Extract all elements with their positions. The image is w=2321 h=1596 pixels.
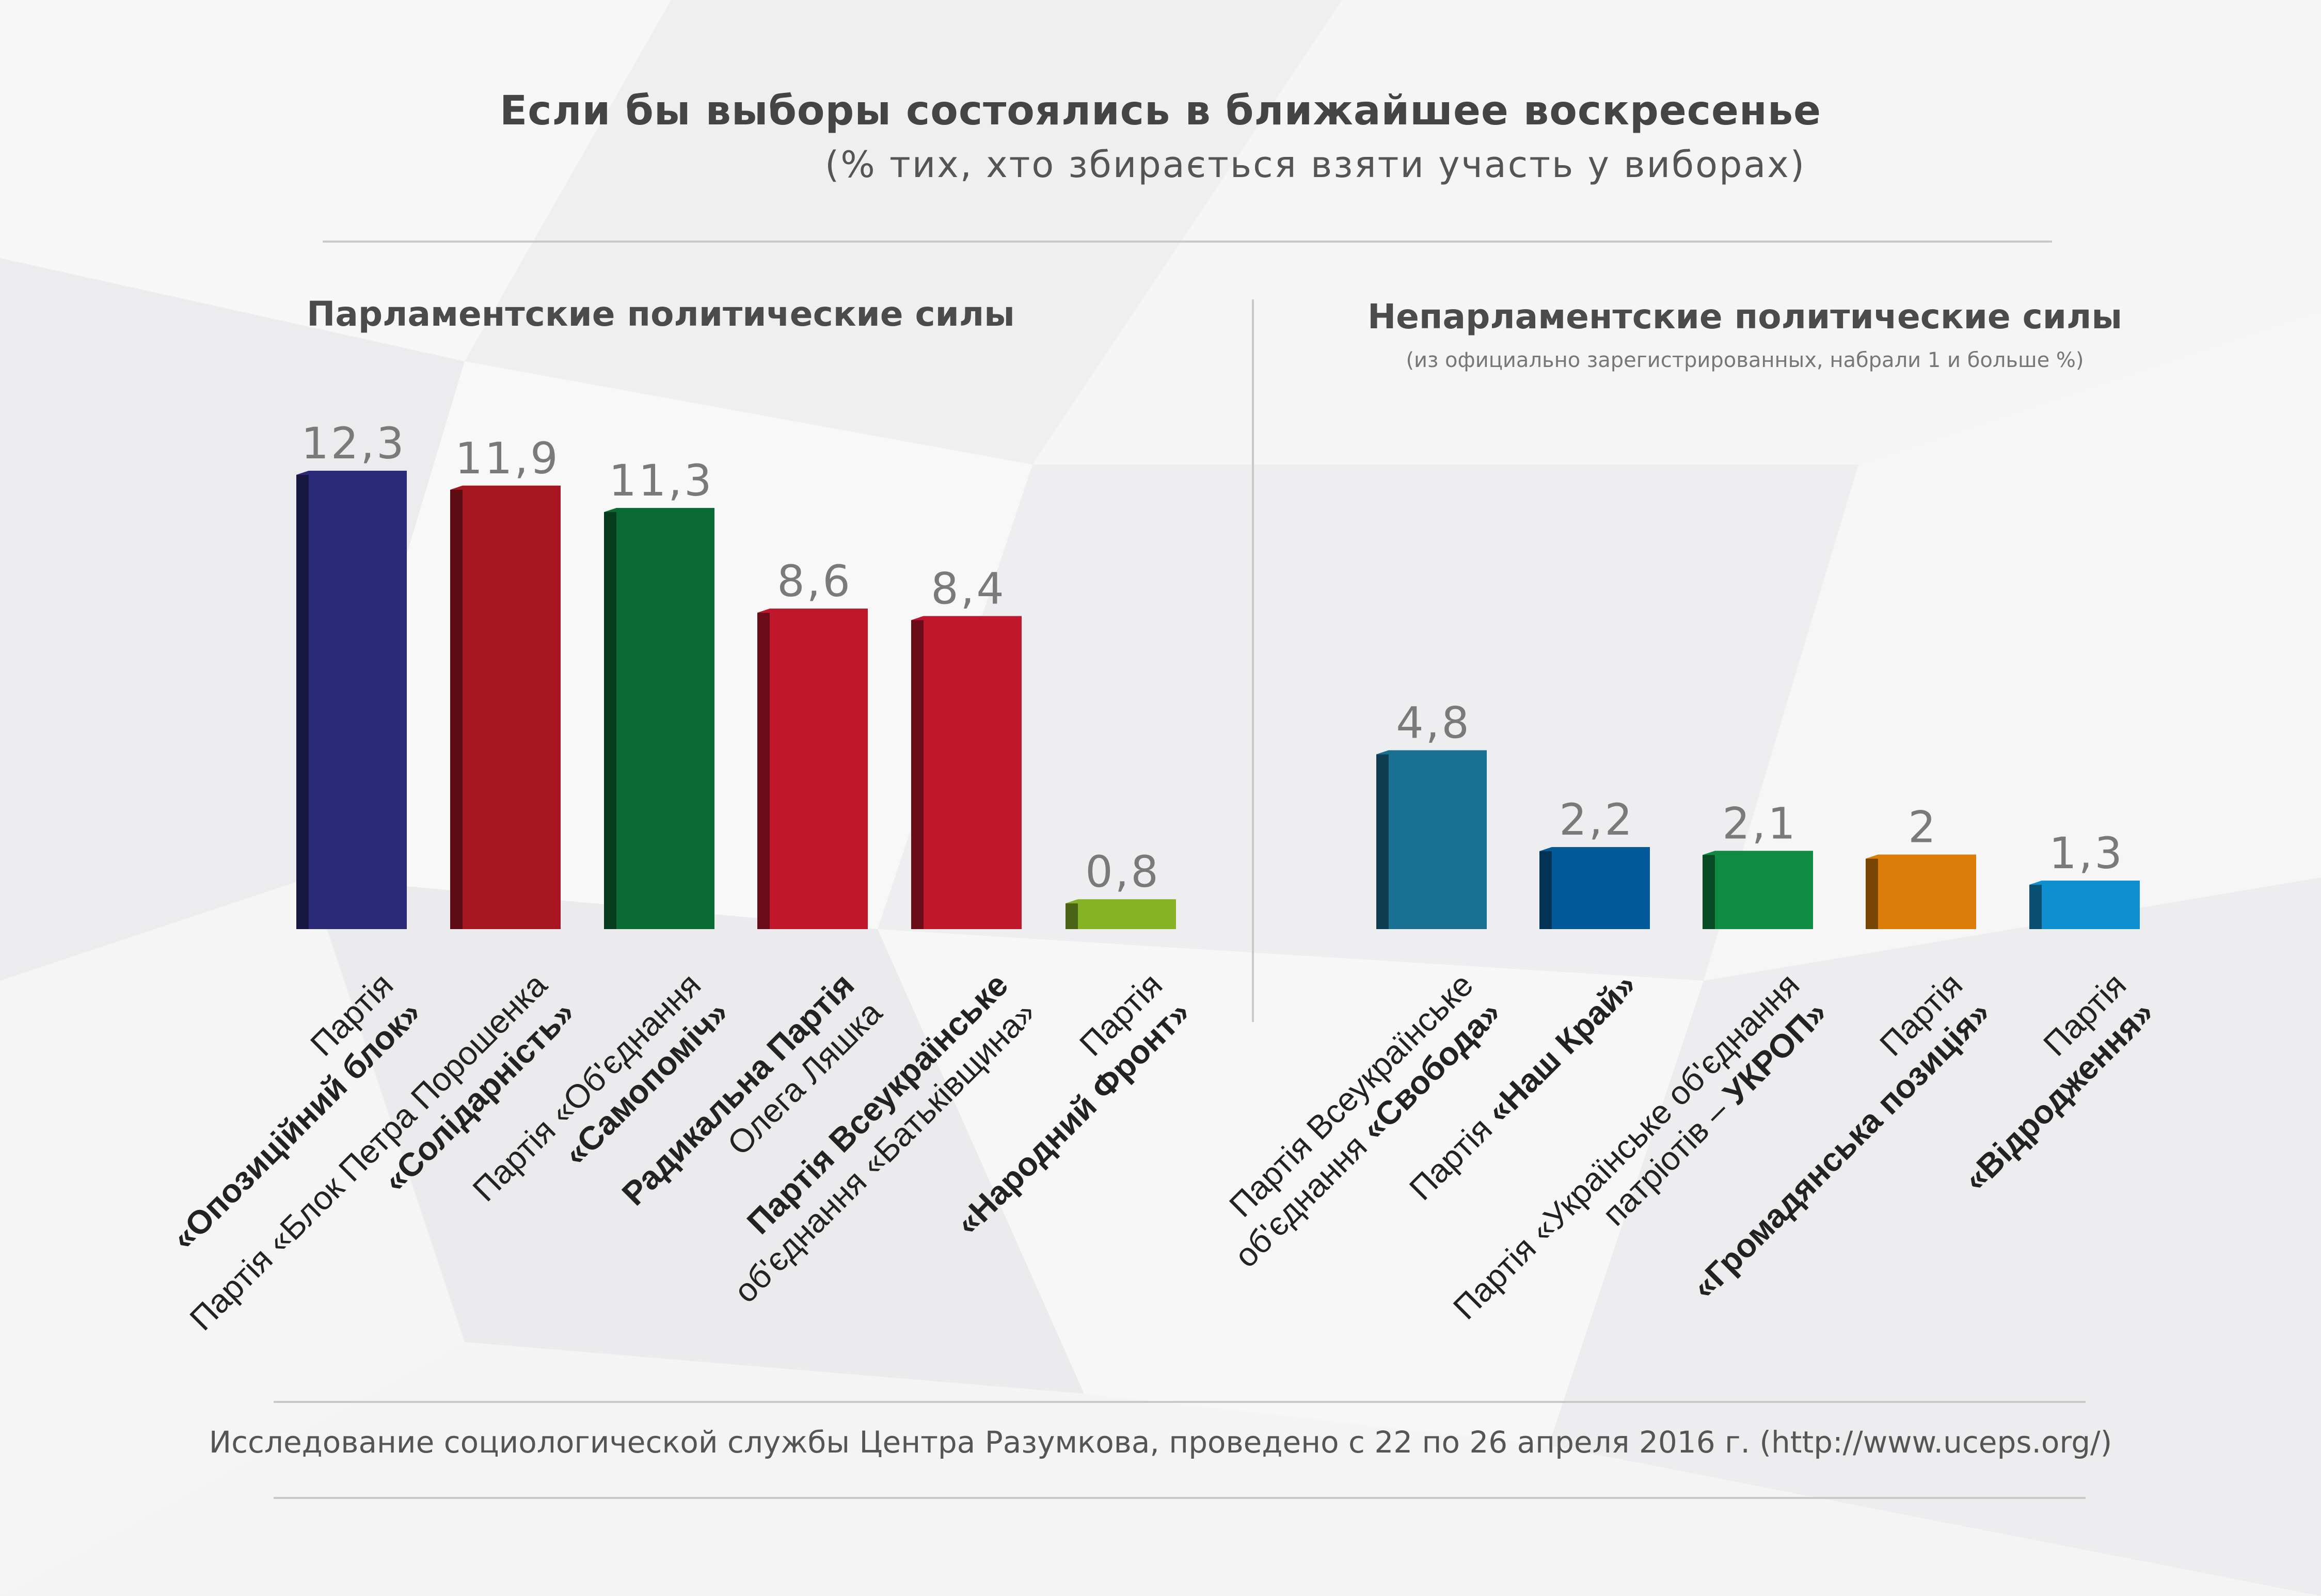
bar xyxy=(463,485,561,929)
bar-side xyxy=(1376,750,1389,929)
bar xyxy=(1552,847,1650,929)
value-label: 8,4 xyxy=(931,564,1006,614)
bar-side xyxy=(1539,847,1552,929)
bar-side xyxy=(757,609,770,929)
bar xyxy=(1389,750,1487,929)
bar xyxy=(1715,851,1813,929)
footer-source: Исследование социологической службы Цент… xyxy=(209,1425,2112,1460)
bar xyxy=(924,616,1022,929)
chart-title: Если бы выборы состоялись в ближайшее во… xyxy=(499,88,1822,134)
value-label: 4,8 xyxy=(1396,697,1471,748)
bar xyxy=(616,508,714,929)
section-title-parliamentary: Парламентские политические силы xyxy=(307,294,1015,334)
section-title-nonparliamentary: Непарламентские политические силы xyxy=(1367,297,2123,337)
bar-side xyxy=(296,470,309,929)
divider-vertical xyxy=(1252,299,1254,1022)
bar-side xyxy=(911,616,924,929)
bar xyxy=(1078,899,1176,929)
value-label: 11,9 xyxy=(455,433,560,484)
divider-footer-bottom xyxy=(274,1497,2086,1499)
value-label: 8,6 xyxy=(777,556,852,607)
bar-side xyxy=(450,485,463,929)
bar xyxy=(2042,881,2140,929)
bar-side xyxy=(1703,851,1715,929)
bar-side xyxy=(604,508,616,929)
section-note-nonparliamentary: (из официально зарегистрированных, набра… xyxy=(1406,348,2084,372)
value-label: 1,3 xyxy=(2049,828,2124,879)
value-label: 12,3 xyxy=(301,418,406,469)
bar xyxy=(1878,854,1976,929)
divider-top xyxy=(323,241,2052,243)
value-label: 2,1 xyxy=(1722,798,1798,849)
value-label: 0,8 xyxy=(1085,847,1160,897)
bar-side xyxy=(1066,899,1078,929)
value-label: 11,3 xyxy=(609,455,713,506)
value-label: 2,2 xyxy=(1559,794,1634,845)
value-label: 2 xyxy=(1908,802,1937,853)
bar xyxy=(770,609,868,929)
bar xyxy=(309,470,407,929)
chart-subtitle: (% тих, хто збирається взяти участь у ви… xyxy=(824,143,1806,186)
bar-side xyxy=(1866,854,1878,929)
bar-side xyxy=(2029,881,2042,929)
divider-footer-top xyxy=(274,1401,2086,1403)
